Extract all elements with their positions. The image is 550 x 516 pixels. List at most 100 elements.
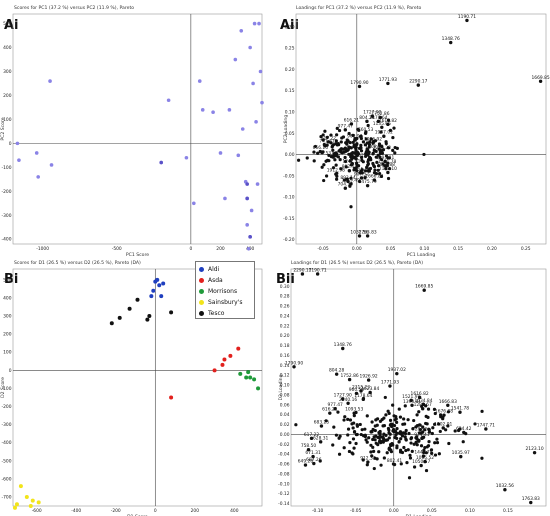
loading-annotation: 683.25 [314,420,330,426]
loading-point [433,441,437,445]
loading-point-labeled [315,272,320,276]
loading-point [338,434,342,438]
loading-annotation: 1190.71 [309,267,327,273]
loading-annotation: 960.50 [349,387,365,393]
score-point [257,21,261,26]
loading-annotation: 1790.90 [350,80,368,86]
loading-point [372,449,376,453]
score-point [48,79,52,83]
loading-annotation: 1790.90 [285,360,303,366]
loading-point [430,431,434,436]
loading-point [447,441,451,446]
loading-annotation: 1178.64 [369,115,387,121]
score-point-aldi [155,277,160,282]
y-tick-label: -0.04 [278,452,290,458]
loading-point [417,410,421,414]
y-tick-label: -500 [2,458,12,464]
score-point [218,151,223,155]
score-point [200,108,205,112]
loading-point [371,445,375,449]
loading-annotation: 1771.93 [381,380,399,386]
loading-point-labeled [333,407,337,411]
loading-point [348,159,352,163]
loading-point [355,163,359,167]
score-point-aldi [151,288,156,293]
loading-point [345,142,349,146]
loading-point-labeled [420,407,425,411]
loading-point [400,450,405,455]
loading-annotation: 617.22 [321,135,337,141]
loading-point-labeled [417,395,422,400]
loading-point [312,159,316,163]
loading-annotation: 741.41 [319,139,335,145]
y-tick-label: -0.20 [283,237,295,243]
loading-point [359,143,363,147]
loading-annotation: 802.41 [342,164,358,170]
loading-point-labeled [384,166,388,171]
y-tick-label: -0.12 [278,491,290,497]
loading-point-labeled [306,448,311,452]
panel-label-bi: Bi [4,272,19,287]
loading-point [367,169,371,173]
loading-point [363,427,367,431]
score-point-highlight [248,235,252,239]
loading-point [324,419,328,423]
y-tick-label: -0.02 [278,442,290,448]
loading-annotation: 1119.49 [342,177,360,183]
loading-point [371,152,375,156]
legend-marker-tesco [199,311,204,316]
loading-point [355,424,360,428]
loading-point [388,432,392,436]
loading-point [378,433,382,437]
loading-annotation: 907.57 [354,171,370,177]
loading-point-labeled [343,186,348,190]
loading-point [322,163,326,167]
loading-annotation: 671.31 [305,450,321,456]
loading-point [375,160,379,164]
loading-point-labeled [382,134,386,138]
loading-point [408,456,413,460]
y-tick-label: -200 [2,189,12,195]
score-point-highlight [245,196,249,201]
loading-point [393,429,398,433]
loading-annotation: 1752.86 [371,111,389,117]
loading-point [327,153,331,157]
loading-annotation: 804.28 [359,115,375,121]
loading-point-labeled [372,178,377,182]
loading-point [341,135,346,139]
loading-point-labeled [349,163,354,167]
loading-point [422,152,426,157]
loading-point [433,411,437,416]
loading-point [335,126,339,130]
loading-point [383,395,387,400]
loading-point [327,159,331,163]
loading-point [372,171,377,175]
loading-annotation: 1623.84 [361,386,379,392]
loading-annotation: 1771.93 [379,77,397,83]
loading-point-labeled [328,411,332,415]
loading-point [345,138,349,142]
score-point-tesco [109,321,114,326]
y-tick-label: 0.08 [280,392,290,398]
loading-annotation: 1937.02 [375,130,393,136]
legend-item-sainsburys: Sainsbury's [199,297,251,308]
loading-point [351,452,355,456]
loading-annotation: 617.22 [304,432,320,438]
loading-point [364,137,368,141]
loading-point-labeled [386,170,390,175]
loading-point [395,146,399,150]
loading-point [331,166,336,170]
loading-point [422,450,426,455]
loading-point [313,144,318,149]
loading-annotation: 1541.78 [451,406,469,412]
loading-point [385,451,389,455]
loading-point [373,168,377,172]
loading-point [385,438,390,442]
loading-point [341,147,345,151]
loading-point [337,452,342,456]
loading-point-labeled [352,411,356,415]
loading-point-labeled [331,155,335,159]
loading-point [343,155,347,160]
score-point-tesco [169,310,174,315]
legend-item-morrisons: Morrisons [199,286,251,297]
